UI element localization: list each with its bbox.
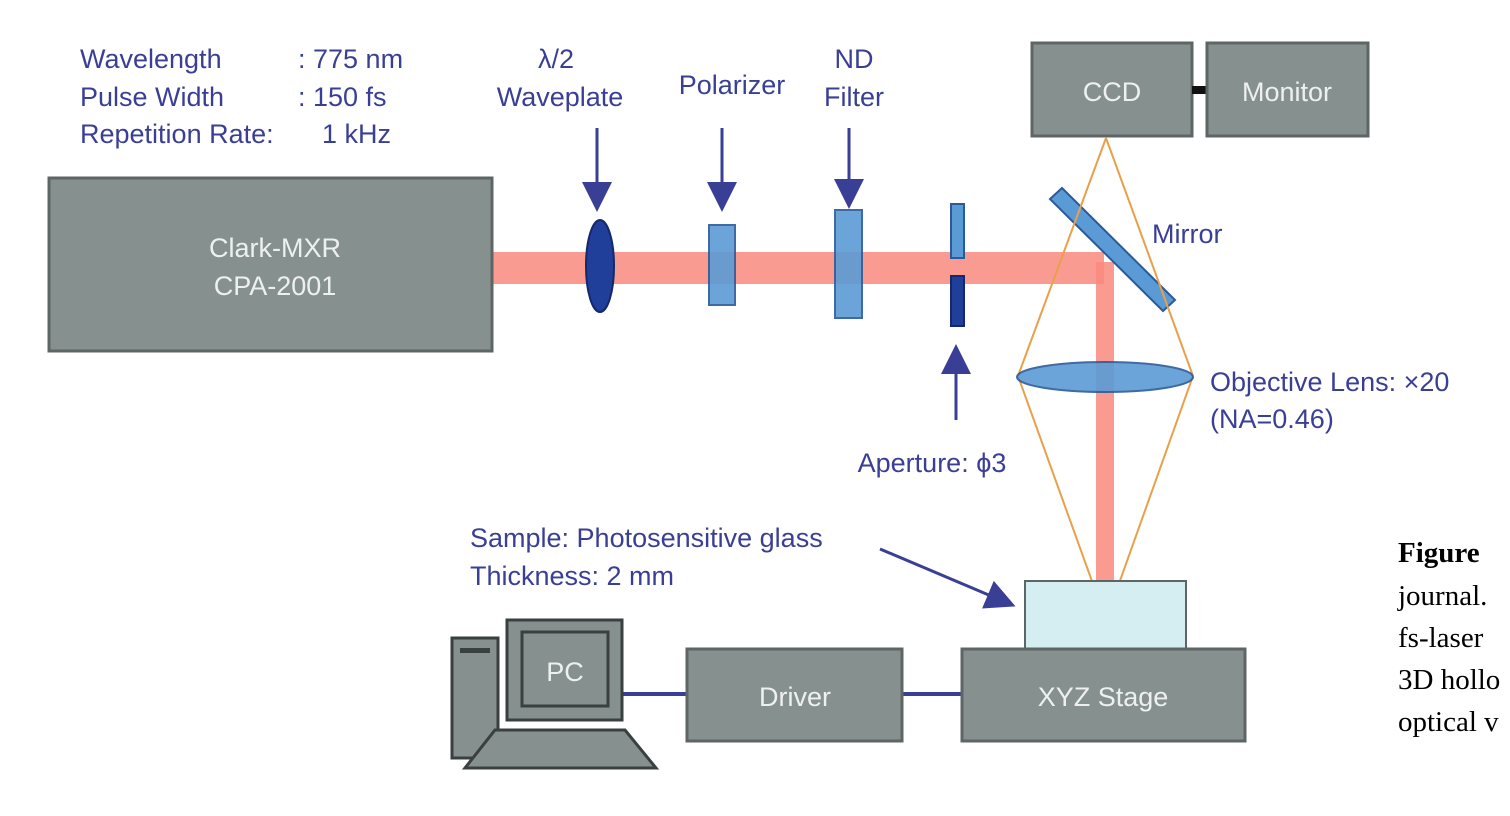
- objective-optic: [1016, 361, 1194, 393]
- aperture-upper-blade: [950, 203, 965, 259]
- monitor-box: [1205, 41, 1370, 138]
- polarizer-label: Polarizer: [679, 70, 786, 100]
- objective-label-1: Objective Lens: ×20: [1210, 367, 1449, 397]
- nd-filter: ND Filter: [824, 44, 884, 319]
- wavelength-value: : 775 nm: [298, 44, 403, 74]
- caption-line-4: 3D hollo: [1398, 664, 1500, 696]
- caption-figure-word: Figure: [1398, 537, 1480, 569]
- wavelength-label: Wavelength: [80, 44, 222, 74]
- mirror-optic: [1048, 186, 1177, 313]
- figure-caption: Figure journal. fs-laser 3D hollo optica…: [1397, 537, 1500, 738]
- caption-line-3: fs-laser: [1398, 622, 1484, 654]
- monitor-label: Monitor: [1242, 77, 1332, 107]
- nd-label-1: ND: [835, 44, 874, 74]
- laser-name-line2: CPA-2001: [214, 271, 337, 301]
- pc-screen: [520, 630, 610, 708]
- laser-parameters: Wavelength : 775 nm Pulse Width : 150 fs…: [80, 44, 403, 149]
- pc-keyboard: [461, 728, 660, 770]
- objective-label-2: (NA=0.46): [1210, 404, 1334, 434]
- aperture: Aperture: ϕ3: [858, 203, 1007, 478]
- imaging-system: CCD Monitor: [1030, 41, 1370, 138]
- aperture-label: Aperture: ϕ3: [858, 448, 1007, 478]
- glass-sample: [1024, 580, 1187, 651]
- nd-optic: [834, 209, 863, 319]
- stage-label: XYZ Stage: [1038, 682, 1169, 712]
- laser-source-box: Clark-MXR CPA-2001: [47, 176, 494, 353]
- rep-rate-label: Repetition Rate:: [80, 119, 274, 149]
- waveplate: λ/2 Waveplate: [497, 44, 624, 313]
- polarizer: Polarizer: [679, 70, 786, 306]
- aperture-lower-blade: [950, 275, 965, 327]
- objective-lens: Objective Lens: ×20 (NA=0.46): [1016, 361, 1449, 434]
- sample-label-1: Sample: Photosensitive glass: [470, 523, 823, 553]
- pc-computer: PC: [450, 618, 660, 770]
- ccd-label: CCD: [1083, 77, 1142, 107]
- caption-line-5: optical v: [1398, 706, 1499, 738]
- pc-label: PC: [546, 657, 584, 687]
- ccd-monitor-link: [1192, 86, 1207, 94]
- rep-rate-value: 1 kHz: [322, 119, 391, 149]
- sample-annotation: Sample: Photosensitive glass Thickness: …: [470, 523, 1016, 609]
- imaging-cone: [1017, 137, 1194, 621]
- mirror: Mirror: [1048, 186, 1222, 313]
- xyz-stage: XYZ Stage: [960, 647, 1247, 743]
- pulse-width-label: Pulse Width: [80, 82, 224, 112]
- driver: Driver: [685, 647, 904, 743]
- sample-label-2: Thickness: 2 mm: [470, 561, 674, 591]
- nd-label-2: Filter: [824, 82, 884, 112]
- driver-label: Driver: [759, 682, 831, 712]
- waveplate-label-2: Waveplate: [497, 82, 624, 112]
- laser-name-line1: Clark-MXR: [209, 233, 341, 263]
- sample-arrow: [879, 547, 1016, 609]
- waveplate-optic: [585, 219, 615, 313]
- polarizer-optic: [708, 224, 736, 306]
- mirror-label: Mirror: [1152, 219, 1222, 249]
- pulse-width-value: : 150 fs: [298, 82, 387, 112]
- caption-line-2: journal.: [1397, 580, 1487, 612]
- waveplate-label-1: λ/2: [538, 44, 574, 74]
